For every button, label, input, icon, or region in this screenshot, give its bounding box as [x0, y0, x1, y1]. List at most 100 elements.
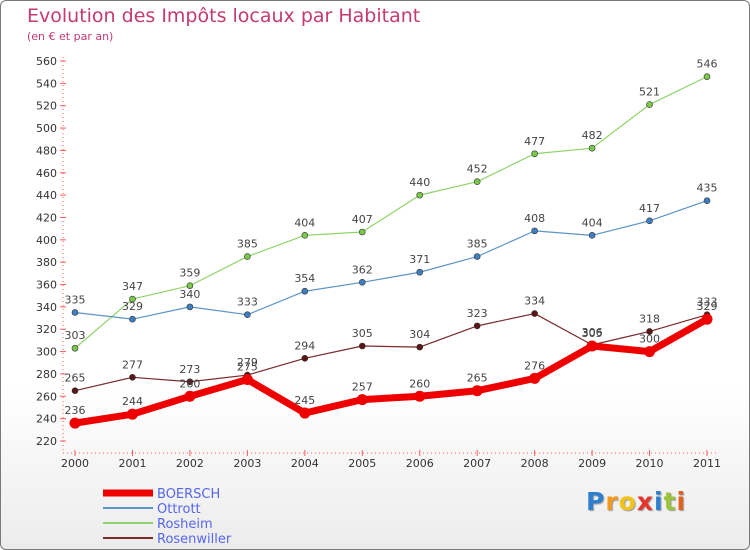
legend-label-rosenwiller: Rosenwiller: [157, 532, 232, 547]
data-point-boersch: [126, 408, 138, 420]
legend-label-rosheim: Rosheim: [157, 517, 213, 532]
data-label-boersch: 265: [467, 372, 488, 385]
data-label-rosenwiller: 334: [524, 295, 545, 308]
data-point-rosheim: [244, 253, 251, 260]
data-label-rosheim: 477: [524, 135, 545, 148]
data-point-boersch: [586, 340, 598, 352]
x-tick-label: 2002: [176, 457, 204, 470]
y-tick-label: 320: [36, 323, 57, 336]
data-label-ottrott: 371: [409, 253, 430, 266]
x-tick-label: 2003: [233, 457, 261, 470]
data-label-ottrott: 329: [122, 300, 143, 313]
data-point-rosenwiller: [186, 378, 194, 386]
y-tick-label: 460: [36, 167, 57, 180]
x-tick-label: 2007: [463, 457, 491, 470]
data-label-boersch: 275: [237, 361, 258, 374]
y-tick-label: 400: [36, 234, 57, 247]
y-tick-label: 280: [36, 368, 57, 381]
chart-title: Evolution des Impôts locaux par Habitant: [27, 5, 421, 27]
data-label-boersch: 236: [65, 404, 86, 417]
legend-label-ottrott: Ottrott: [157, 502, 201, 517]
y-tick-label: 260: [36, 390, 57, 403]
data-point-rosenwiller: [129, 373, 136, 381]
data-point-rosenwiller: [416, 343, 424, 351]
data-label-ottrott: 435: [697, 182, 718, 195]
data-label-boersch: 276: [524, 359, 545, 372]
x-tick-label: 2011: [693, 457, 721, 470]
y-tick-label: 480: [36, 144, 57, 157]
data-point-boersch: [299, 407, 311, 419]
data-label-boersch: 300: [639, 333, 660, 346]
y-tick-label: 440: [36, 189, 57, 202]
data-point-rosheim: [646, 101, 653, 108]
logo-letter: t: [663, 487, 677, 516]
series-line-boersch: [71, 315, 711, 427]
data-point-rosheim: [531, 150, 538, 158]
data-label-boersch: 305: [582, 327, 603, 340]
data-point-ottrott: [186, 303, 194, 311]
data-label-ottrott: 354: [294, 272, 315, 285]
data-label-rosenwiller: 333: [697, 296, 718, 309]
data-label-rosheim: 482: [582, 129, 603, 142]
data-point-boersch: [184, 390, 196, 402]
data-label-ottrott: 408: [524, 212, 545, 225]
data-label-boersch: 244: [122, 395, 143, 408]
x-tick-label: 2009: [578, 457, 606, 470]
data-point-boersch: [471, 385, 483, 397]
data-label-ottrott: 417: [639, 202, 660, 215]
data-point-rosenwiller: [301, 354, 309, 362]
logo-letter: i: [676, 487, 687, 516]
series-layer: [69, 73, 713, 429]
y-tick-label: 540: [36, 77, 57, 90]
legend-label-boersch: BOERSCH: [157, 487, 220, 502]
logo-letter: r: [605, 487, 619, 516]
y-tick-label: 340: [36, 301, 57, 314]
data-label-rosheim: 521: [639, 86, 660, 99]
data-label-rosheim: 347: [122, 280, 143, 293]
x-tick-label: 2005: [348, 457, 376, 470]
data-label-rosenwiller: 306: [582, 326, 603, 339]
x-tick-label: 2001: [118, 457, 146, 470]
series-line-rosenwiller: [74, 312, 708, 392]
logo-letter: P: [586, 487, 606, 516]
series-line-rosheim: [74, 76, 708, 349]
data-point-rosenwiller: [71, 387, 79, 395]
data-point-rosheim: [703, 73, 711, 80]
data-point-rosheim: [186, 282, 194, 289]
data-label-rosenwiller: 323: [467, 307, 488, 320]
data-label-rosenwiller: 277: [122, 358, 143, 371]
x-tick-label: 2010: [636, 457, 664, 470]
data-label-ottrott: 335: [65, 293, 86, 306]
data-point-boersch: [414, 390, 426, 402]
data-point-rosheim: [473, 178, 481, 186]
data-label-rosenwiller: 273: [179, 363, 200, 376]
data-label-boersch: 245: [294, 394, 315, 407]
data-label-ottrott: 404: [582, 216, 603, 229]
data-point-ottrott: [588, 232, 596, 239]
data-label-boersch: 329: [697, 300, 718, 313]
data-point-rosenwiller: [473, 322, 481, 330]
proxiti-logo: Proxiti: [586, 487, 686, 516]
data-point-ottrott: [358, 278, 366, 286]
data-point-rosheim: [301, 232, 309, 239]
data-point-boersch: [644, 346, 656, 358]
data-label-rosheim: 407: [352, 213, 373, 226]
data-point-boersch: [356, 394, 368, 406]
x-tick-label: 2008: [521, 457, 549, 470]
y-tick-label: 300: [36, 346, 57, 359]
data-point-ottrott: [129, 315, 136, 323]
data-point-rosheim: [129, 295, 136, 303]
y-tick-label: 560: [36, 55, 57, 68]
data-point-ottrott: [416, 268, 424, 276]
data-label-rosheim: 303: [65, 329, 86, 342]
axes: 220 240 260 280 300 320 340 360 380 400 420 440 460 4…: [36, 55, 721, 470]
logo-letter: i: [654, 487, 664, 516]
data-point-boersch: [69, 417, 81, 429]
data-label-rosheim: 385: [237, 238, 258, 251]
logo-letter: x: [636, 487, 654, 516]
data-label-rosenwiller: 318: [639, 312, 660, 325]
data-label-rosheim: 546: [697, 58, 718, 71]
data-point-ottrott: [301, 287, 309, 295]
